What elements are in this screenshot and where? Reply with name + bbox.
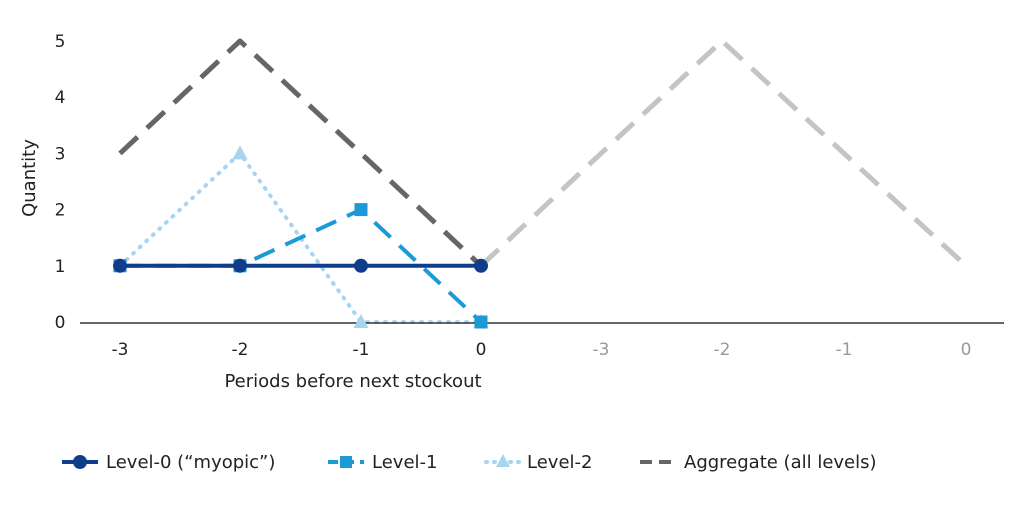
legend-label-aggregate: Aggregate (all levels) [684,452,877,473]
y-tick-labels: 0 1 2 3 4 5 [55,32,66,333]
x-axis-title: Periods before next stockout [224,371,481,392]
x-tick-label-faded-3: 0 [961,340,972,360]
series-lines [118,38,968,324]
series-2-point-1 [232,145,248,160]
series-line-1 [120,207,483,324]
legend-item-level-0[interactable]: Level-0 (“myopic”) [62,452,275,473]
x-tick-label-1: -2 [232,340,249,360]
x-tick-label-faded-1: -2 [714,340,731,360]
y-tick-label-5: 5 [55,32,66,52]
series-0-point-0 [113,258,127,273]
x-tick-label-faded-2: -1 [836,340,853,360]
legend-label-level-0: Level-0 (“myopic”) [106,452,275,473]
series-line-4 [479,38,968,268]
x-tick-label-0: -3 [112,340,129,360]
series-1-point-2 [354,203,368,217]
legend-marker-circle [73,455,87,469]
legend-marker-triangle [496,454,510,467]
legend-marker-square [340,456,352,468]
y-tick-label-3: 3 [55,144,66,164]
y-tick-label-4: 4 [55,88,66,108]
series-0-point-2 [354,258,368,273]
legend-item-level-2[interactable]: Level-2 [484,452,592,473]
y-tick-label-1: 1 [55,257,66,277]
x-tick-label-3: 0 [476,340,487,360]
legend: Level-0 (“myopic”) Level-1 Level-2 Aggre… [62,452,877,473]
series-2-point-2 [353,314,369,328]
series-markers [112,145,489,329]
series-0-point-1 [233,258,247,273]
y-tick-label-0: 0 [55,313,66,333]
series-line-3 [118,38,483,268]
series-1-point-3 [474,315,488,329]
y-axis-title: Quantity [19,139,40,217]
legend-label-level-2: Level-2 [527,452,592,473]
series-0-point-3 [474,258,488,273]
y-tick-label-2: 2 [55,201,66,221]
x-tick-labels: -3 -2 -1 0 -3 -2 -1 0 [112,340,972,360]
legend-label-level-1: Level-1 [372,452,437,473]
legend-item-level-1[interactable]: Level-1 [328,452,437,473]
x-tick-label-faded-0: -3 [593,340,610,360]
legend-item-aggregate[interactable]: Aggregate (all levels) [640,452,877,473]
x-tick-label-2: -1 [353,340,370,360]
